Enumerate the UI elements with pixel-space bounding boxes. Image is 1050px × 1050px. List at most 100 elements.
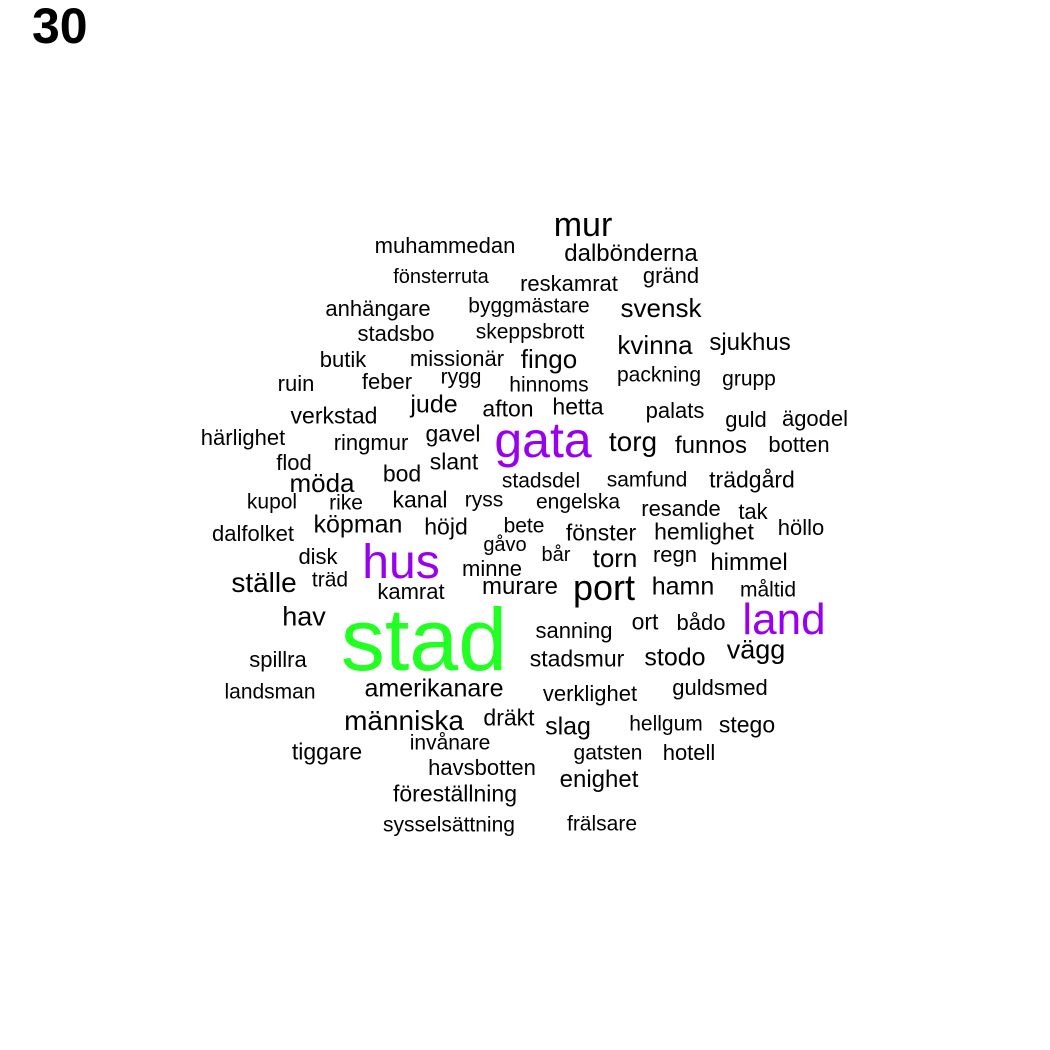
word-ringmur: ringmur [333, 430, 409, 455]
word-guld: guld [725, 407, 767, 432]
word-rygg: rygg [440, 365, 482, 389]
word-torn: torn [592, 543, 638, 573]
word-dalbönderna: dalbönderna [564, 240, 698, 267]
word-regn: regn [652, 542, 698, 567]
word-gavel: gavel [425, 420, 481, 447]
word-himmel: himmel [710, 549, 788, 576]
word-afton: afton [482, 395, 534, 422]
word-härlighet: härlighet [200, 425, 286, 450]
word-missionär: missionär [409, 346, 505, 371]
word-botten: botten [768, 432, 830, 457]
word-stodo: stodo [644, 643, 706, 672]
word-hinnoms: hinnoms [509, 373, 589, 397]
word-port: port [572, 567, 636, 608]
word-stego: stego [718, 711, 776, 738]
word-hus: hus [362, 536, 440, 589]
word-invånare: invånare [409, 731, 491, 755]
word-palats: palats [645, 398, 705, 423]
word-ort: ort [631, 608, 659, 635]
word-bete: bete [503, 514, 545, 538]
word-slag: slag [545, 712, 591, 741]
word-reskamrat: reskamrat [520, 271, 618, 296]
word-gata: gata [494, 412, 592, 468]
word-bådo: bådo [676, 610, 726, 635]
word-verkstad: verkstad [290, 402, 378, 429]
word-hamn: hamn [651, 572, 715, 601]
word-möda: möda [289, 468, 355, 498]
panel-label: 30 [32, 0, 88, 54]
word-frälsare: frälsare [566, 812, 638, 836]
word-minne: minne [462, 556, 522, 581]
word-ruin: ruin [277, 371, 315, 396]
word-packning: packning [616, 363, 702, 387]
word-resande: resande [641, 496, 721, 521]
word-dalfolket: dalfolket [212, 521, 294, 546]
word-stadsdel: stadsdel [501, 469, 581, 493]
word-hemlighet: hemlighet [654, 518, 754, 545]
word-hav: hav [282, 601, 326, 632]
word-fingo: fingo [520, 344, 578, 374]
word-stadsbo: stadsbo [357, 321, 435, 346]
word-hotell: hotell [662, 740, 716, 765]
word-muhammedan: muhammedan [374, 233, 516, 258]
word-disk: disk [298, 544, 338, 569]
word-gränd: gränd [642, 263, 700, 288]
word-ställe: ställe [231, 567, 297, 598]
word-enighet: enighet [559, 766, 639, 793]
word-trädgård: trädgård [709, 466, 795, 493]
word-skeppsbrott: skeppsbrott [475, 320, 585, 344]
word-träd: träd [311, 568, 349, 592]
word-landsman: landsman [224, 680, 316, 704]
word-sjukhus: sjukhus [709, 329, 791, 356]
word-grupp: grupp [722, 367, 776, 391]
word-dräkt: dräkt [483, 704, 535, 731]
word-sanning: sanning [535, 618, 613, 643]
word-feber: feber [361, 369, 413, 394]
word-funnos: funnos [674, 432, 748, 459]
word-stad: stad [340, 590, 508, 689]
word-kanal: kanal [392, 486, 448, 513]
word-rike: rike [329, 491, 363, 515]
word-höllo: höllo [777, 515, 825, 540]
word-föreställning: föreställning [392, 780, 518, 807]
word-människa: människa [344, 705, 464, 736]
word-torg: torg [608, 426, 658, 457]
word-engelska: engelska [535, 490, 621, 514]
word-ägodel: ägodel [781, 406, 849, 431]
word-gatsten: gatsten [573, 741, 643, 765]
word-kamrat: kamrat [377, 579, 445, 604]
word-svensk: svensk [620, 293, 702, 323]
word-verklighet: verklighet [542, 681, 638, 706]
word-kvinna: kvinna [617, 330, 693, 360]
word-flod: flod [276, 450, 312, 475]
word-gåvo: gåvo [483, 534, 527, 556]
word-land: land [742, 595, 826, 644]
word-slant: slant [429, 448, 479, 475]
word-vägg: vägg [726, 634, 786, 665]
word-guldsmed: guldsmed [672, 675, 768, 700]
word-tak: tak [738, 499, 768, 524]
word-fönsterruta: fönsterruta [393, 266, 489, 288]
word-byggmästare: byggmästare [468, 294, 590, 318]
word-samfund: samfund [606, 468, 688, 492]
word-bod: bod [382, 460, 422, 487]
word-spillra: spillra [249, 647, 307, 672]
word-tiggare: tiggare [291, 738, 363, 765]
word-fönster: fönster [565, 519, 637, 546]
word-måltid: måltid [739, 578, 797, 602]
word-murare: murare [481, 573, 559, 600]
word-havsbotten: havsbotten [428, 755, 536, 780]
word-ryss: ryss [464, 488, 504, 512]
word-anhängare: anhängare [325, 296, 431, 321]
word-kupol: kupol [246, 490, 298, 514]
word-stadsmur: stadsmur [529, 645, 625, 672]
word-höjd: höjd [424, 513, 468, 540]
word-hetta: hetta [552, 393, 604, 420]
word-amerikanare: amerikanare [364, 674, 504, 703]
word-mur: mur [553, 206, 613, 244]
word-köpman: köpman [313, 510, 403, 539]
word-sysselsättning: sysselsättning [383, 813, 515, 837]
word-hellgum: hellgum [629, 712, 703, 736]
word-butik: butik [319, 347, 367, 372]
